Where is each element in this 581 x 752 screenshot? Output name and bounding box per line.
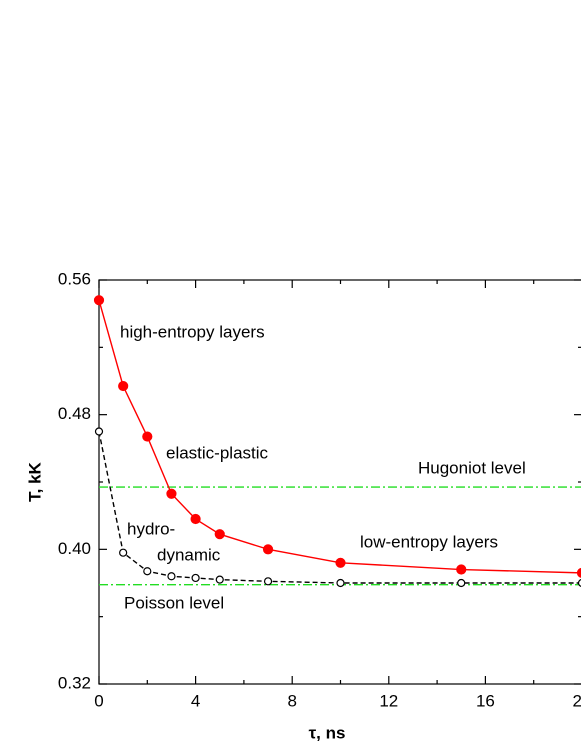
y-tick-label: 0.32	[58, 673, 91, 692]
level-label: Poisson level	[124, 593, 224, 612]
series-line	[98, 431, 581, 584]
annotation: high-entropy layers	[120, 322, 265, 341]
data-point	[214, 529, 225, 540]
y-tick-label: 0.56	[58, 269, 91, 288]
data-point	[118, 380, 129, 392]
x-tick-label: 12	[379, 691, 398, 710]
data-point	[456, 564, 467, 575]
level-label: Hugoniot level	[418, 458, 526, 477]
data-point	[190, 513, 201, 525]
data-point	[119, 548, 128, 557]
x-tick-label: 16	[476, 691, 495, 710]
annotation: dynamic	[157, 545, 221, 564]
data-point	[215, 575, 224, 584]
data-point	[336, 578, 345, 588]
annotation: hydro-	[127, 519, 175, 538]
y-tick-label: 0.40	[58, 539, 91, 558]
data-point	[576, 567, 581, 578]
data-point	[335, 557, 346, 568]
data-point	[191, 573, 200, 583]
data-point	[143, 567, 152, 576]
data-point	[142, 431, 153, 442]
data-point	[262, 544, 274, 555]
data-point	[93, 295, 105, 306]
x-axis-label: τ, ns	[309, 723, 346, 742]
x-tick-label: 8	[287, 691, 296, 710]
series-line	[98, 300, 581, 574]
x-tick-label: 20	[573, 691, 581, 710]
data-point	[167, 572, 176, 581]
x-tick-label: 4	[191, 691, 200, 710]
data-point	[577, 579, 581, 587]
annotation: low-entropy layers	[360, 532, 498, 551]
x-tick-label: 0	[94, 691, 103, 710]
y-axis-label: T, kK	[25, 461, 44, 501]
data-point	[263, 577, 273, 586]
y-tick-label: 0.48	[58, 404, 91, 423]
data-point	[94, 427, 104, 436]
series-label: elastic-plastic	[166, 443, 269, 462]
data-point	[457, 578, 466, 588]
data-point	[166, 488, 177, 499]
